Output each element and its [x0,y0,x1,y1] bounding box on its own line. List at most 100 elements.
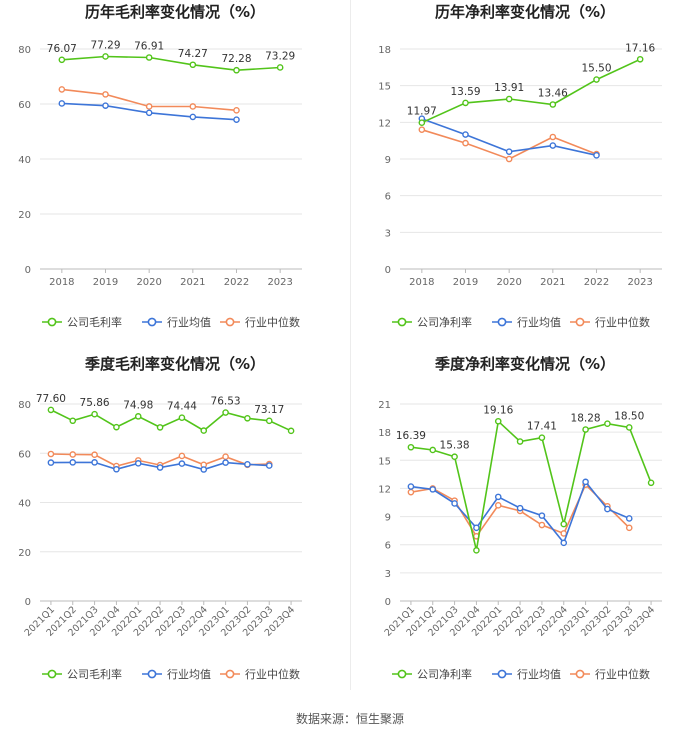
legend-marker-industry_median [575,669,585,679]
data-point-company [156,424,164,431]
x-tick-label: 2022 [584,277,609,288]
data-label: 74.27 [178,48,208,60]
data-point-company [538,434,546,441]
y-tick-label: 15 [378,82,391,93]
y-tick-label: 0 [385,265,391,276]
data-point-industry_avg [102,102,109,109]
data-point-industry_median [233,107,240,114]
data-point-company [287,427,295,435]
data-point-industry_avg [58,100,66,107]
data-point-industry_avg [69,459,77,466]
y-tick-label: 0 [385,597,391,608]
data-point-industry_median [494,502,502,509]
data-point-industry_avg [156,464,164,471]
series-line-company [61,55,281,72]
data-point-company [134,413,142,420]
data-point-industry_avg [451,500,458,507]
data-point-company [494,417,502,425]
data-point-industry_avg [178,460,186,467]
data-point-industry_median [102,91,109,98]
y-tick-label: 12 [378,118,391,129]
data-label: 11.97 [407,106,437,118]
data-point-industry_avg [625,515,633,522]
y-tick-label: 15 [378,456,391,467]
data-point-industry_median [222,453,229,460]
chart-title: 历年净利率变化情况（%） [435,3,615,21]
data-label: 76.53 [211,396,241,408]
data-point-industry_avg [462,131,469,138]
legend-marker-net_company [397,669,407,679]
y-tick-label: 12 [378,484,391,495]
data-point-industry_avg [134,460,142,467]
data-point-company [636,55,644,63]
data-point-industry_median [69,451,77,458]
data-point-company [462,99,469,107]
data-point-company [473,547,480,554]
y-tick-label: 6 [385,541,391,552]
data-point-industry_median [549,133,557,141]
x-tick-label: 2020 [496,277,521,288]
data-label: 73.17 [254,404,284,416]
y-tick-label: 6 [385,192,391,203]
data-point-industry_avg [473,524,480,532]
legend-label-industry_median: 行业中位数 [595,315,650,329]
data-point-company [145,54,153,61]
y-tick-label: 18 [378,45,391,56]
data-point-industry_avg [233,116,240,123]
data-point-industry_median [625,524,633,532]
legend-label-industry_median: 行业中位数 [245,667,300,681]
y-tick-label: 9 [385,155,391,166]
legend-label-industry_avg: 行业均值 [517,668,561,681]
data-point-industry_avg [47,459,55,466]
data-label: 17.41 [527,421,557,433]
y-tick-label: 40 [18,155,31,166]
data-label: 16.39 [396,430,426,442]
data-point-industry_avg [593,152,600,159]
y-tick-label: 80 [18,45,31,56]
chart-title: 历年毛利率变化情况（%） [85,3,265,21]
series-line-company [50,409,292,432]
data-point-company [69,417,77,425]
data-point-industry_median [91,451,98,459]
y-tick-label: 40 [18,499,31,510]
legend-label-industry_avg: 行业均值 [517,316,561,329]
data-point-company [429,446,437,454]
legend-marker-industry_avg [497,317,507,327]
x-tick-label: 2018 [49,277,74,288]
chart-title: 季度毛利率变化情况（%） [85,355,265,373]
x-tick-label: 2019 [453,277,478,288]
data-point-industry_avg [494,493,502,501]
x-tick-label: 2023 [267,277,292,288]
y-tick-label: 80 [18,400,31,411]
data-point-company [625,424,633,431]
data-point-industry_avg [222,459,229,466]
data-label: 72.28 [221,53,251,65]
x-tick-label: 2022 [224,277,249,288]
data-point-industry_median [145,103,153,110]
data-point-company [102,53,109,60]
data-point-industry_avg [516,504,524,512]
data-point-industry_avg [549,142,557,149]
legend-label-industry_median: 行业中位数 [595,667,650,681]
legend-marker-gross_company [47,669,57,679]
chart-title: 季度净利率变化情况（%） [435,355,615,373]
x-tick-label: 2023 [627,277,652,288]
y-tick-label: 9 [385,513,391,524]
data-point-industry_avg [582,478,589,486]
data-point-company [593,76,600,83]
data-point-industry_avg [200,466,208,473]
y-tick-label: 18 [378,428,391,439]
data-point-industry_median [47,450,55,458]
series-line-company [421,58,641,124]
data-label: 18.50 [614,410,644,422]
data-point-industry_median [538,521,546,529]
data-point-industry_avg [560,539,568,547]
legend-marker-industry_median [225,669,235,679]
data-point-industry_avg [145,109,153,117]
data-point-company [407,443,415,451]
x-tick-label: 2021 [180,277,205,288]
data-label: 77.29 [90,39,120,51]
data-point-industry_median [560,530,568,537]
data-point-company [91,410,98,418]
legend-label-gross_company: 公司毛利率 [67,315,122,329]
